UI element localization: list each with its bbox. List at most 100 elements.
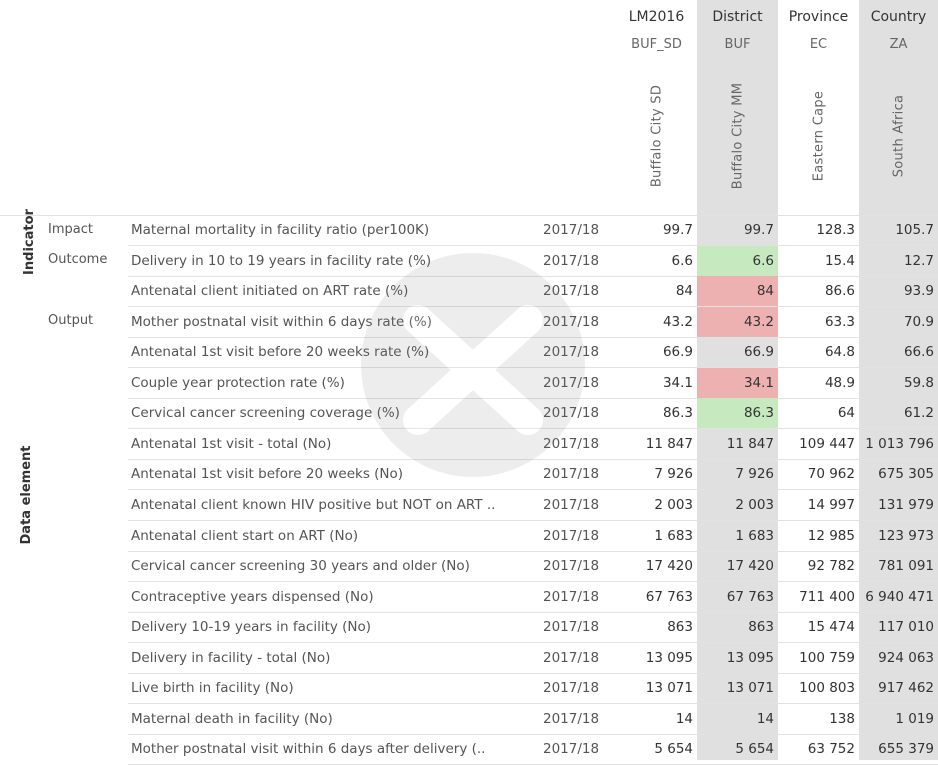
table-cell: 17 420 — [645, 558, 693, 574]
table-cell: 138 — [829, 711, 855, 727]
table-cell: 66.9 — [662, 344, 693, 360]
column-header-name: Eastern Cape — [811, 90, 826, 182]
table-cell: 6 940 471 — [865, 589, 934, 605]
table-cell: 84 — [697, 276, 778, 306]
category-impact: Impact — [48, 222, 93, 237]
row-period: 2017/18 — [543, 405, 600, 421]
row-label: Antenatal client initiated on ART rate (… — [131, 283, 409, 299]
column-header-country[interactable]: Country ZA South Africa — [859, 0, 938, 215]
row-label: Live birth in facility (No) — [131, 680, 294, 696]
table-cell: 711 400 — [799, 589, 855, 605]
row-period: 2017/18 — [543, 711, 600, 727]
row-label: Mother postnatal visit within 6 days rat… — [131, 314, 432, 330]
column-header-level2: BUF_SD — [631, 37, 682, 52]
row-period: 2017/18 — [543, 344, 600, 360]
table-cell: 67 763 — [726, 589, 774, 605]
row-divider — [128, 245, 938, 246]
table-cell: 93.9 — [903, 283, 934, 299]
row-label: Delivery 10-19 years in facility (No) — [131, 619, 372, 635]
table-cell: 2 003 — [735, 497, 774, 513]
table-cell: 863 — [748, 619, 774, 635]
row-divider — [128, 612, 938, 613]
row-divider — [128, 367, 938, 368]
table-cell: 1 013 796 — [865, 436, 934, 452]
table-cell: 7 926 — [735, 466, 774, 482]
table-cell: 123 973 — [878, 528, 934, 544]
table-cell: 86.3 — [697, 398, 778, 428]
table-cell: 128.3 — [816, 222, 855, 238]
row-period: 2017/18 — [543, 741, 600, 757]
table-cell: 675 305 — [878, 466, 934, 482]
row-divider — [128, 581, 938, 582]
table-cell: 100 759 — [799, 650, 855, 666]
row-divider — [128, 734, 938, 735]
table-cell: 2 003 — [654, 497, 693, 513]
row-period: 2017/18 — [543, 558, 600, 574]
row-divider — [128, 703, 938, 704]
table-cell: 15.4 — [824, 253, 855, 269]
table-cell: 109 447 — [799, 436, 855, 452]
row-divider — [128, 489, 938, 490]
table-cell: 1 683 — [735, 528, 774, 544]
table-cell: 13 071 — [726, 680, 774, 696]
row-label: Cervical cancer screening 30 years and o… — [131, 558, 470, 574]
row-period: 2017/18 — [543, 466, 600, 482]
table-cell: 13 071 — [645, 680, 693, 696]
table-cell: 14 997 — [807, 497, 855, 513]
country-column-shade — [859, 0, 938, 760]
table-cell: 105.7 — [895, 222, 934, 238]
table-cell: 7 926 — [654, 466, 693, 482]
column-header-name: South Africa — [891, 94, 906, 178]
row-label: Antenatal client start on ART (No) — [131, 528, 359, 544]
row-label: Mother postnatal visit within 6 days aft… — [131, 741, 486, 757]
column-header-level2: EC — [809, 37, 828, 52]
row-divider — [128, 337, 938, 338]
column-header-level1: Province — [788, 9, 849, 25]
row-label: Delivery in facility - total (No) — [131, 650, 331, 666]
column-header-level1: District — [712, 9, 763, 25]
table-cell: 14 — [675, 711, 693, 727]
column-header-level1: LM2016 — [628, 9, 685, 25]
row-divider — [128, 642, 938, 643]
table-cell: 1 019 — [895, 711, 934, 727]
row-label: Antenatal 1st visit before 20 weeks rate… — [131, 344, 430, 360]
table-cell: 863 — [667, 619, 693, 635]
row-period: 2017/18 — [543, 375, 600, 391]
table-cell: 924 063 — [878, 650, 934, 666]
table-cell: 6.6 — [671, 253, 693, 269]
group-label-data-element: Data element — [19, 445, 34, 545]
table-top-divider — [0, 215, 938, 216]
row-period: 2017/18 — [543, 497, 600, 513]
row-label: Maternal death in facility (No) — [131, 711, 333, 727]
table-cell: 66.6 — [903, 344, 934, 360]
column-header-level2: BUF — [724, 37, 751, 52]
column-header-lm[interactable]: LM2016 BUF_SD Buffalo City SD — [616, 0, 697, 215]
table-cell: 11 847 — [645, 436, 693, 452]
column-header-province[interactable]: Province EC Eastern Cape — [778, 0, 859, 215]
row-label: Maternal mortality in facility ratio (pe… — [131, 222, 430, 238]
row-label: Antenatal 1st visit before 20 weeks (No) — [131, 466, 404, 482]
table-cell: 64 — [837, 405, 855, 421]
table-cell: 5 654 — [654, 741, 693, 757]
column-header-district[interactable]: District BUF Buffalo City MM — [697, 0, 778, 215]
table-cell: 781 091 — [878, 558, 934, 574]
table-cell: 70 962 — [807, 466, 855, 482]
table-cell: 12.7 — [903, 253, 934, 269]
table-cell: 61.2 — [903, 405, 934, 421]
row-label: Cervical cancer screening coverage (%) — [131, 405, 400, 421]
table-cell: 5 654 — [735, 741, 774, 757]
row-divider — [128, 551, 938, 552]
category-outcome: Outcome — [48, 252, 108, 267]
row-period: 2017/18 — [543, 650, 600, 666]
row-period: 2017/18 — [543, 619, 600, 635]
table-cell: 43.2 — [697, 307, 778, 337]
row-divider — [128, 673, 938, 674]
row-label: Contraceptive years dispensed (No) — [131, 589, 374, 605]
row-label: Couple year protection rate (%) — [131, 375, 345, 391]
row-divider — [128, 276, 938, 277]
column-header-level1: Country — [870, 9, 927, 25]
row-period: 2017/18 — [543, 680, 600, 696]
column-header-name: Buffalo City MM — [730, 82, 745, 190]
table-cell: 11 847 — [726, 436, 774, 452]
row-divider — [128, 428, 938, 429]
